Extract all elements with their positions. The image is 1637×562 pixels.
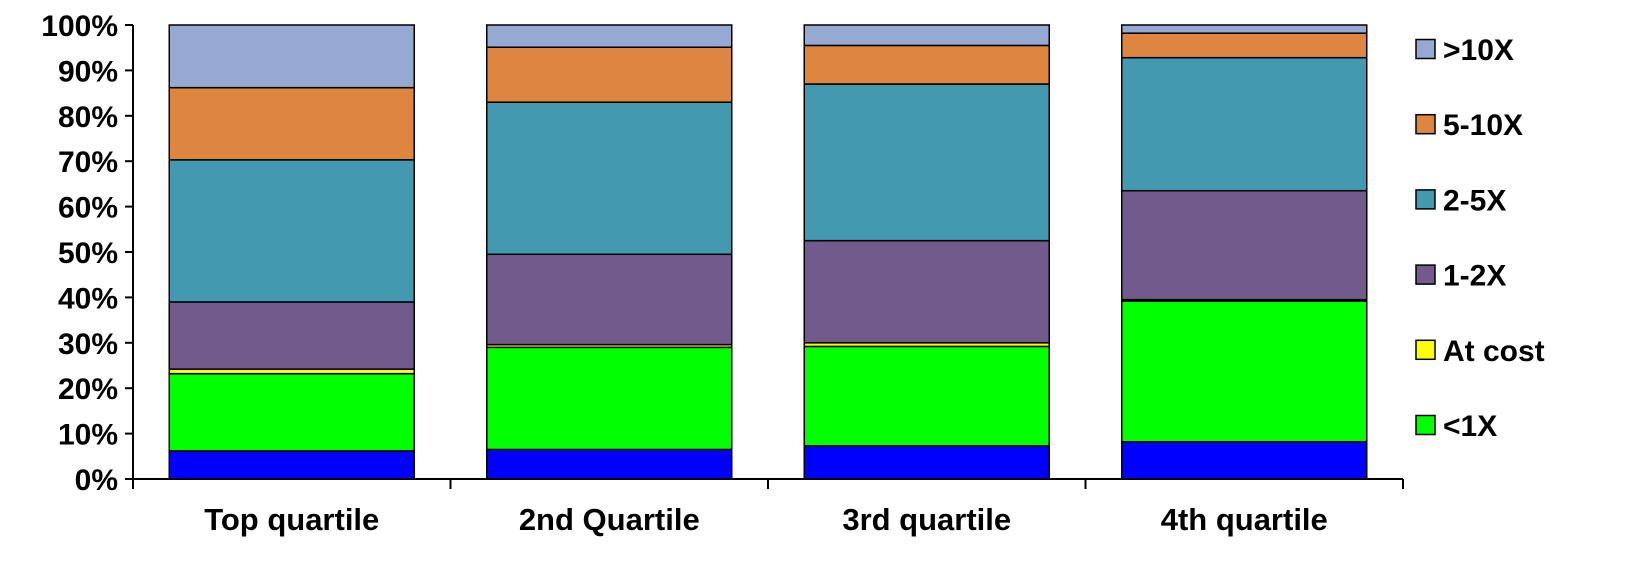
legend: >10X 5-10X 2-5X 1-2X At cost <1X — [1415, 34, 1545, 443]
y-tick-label: 40% — [58, 282, 118, 315]
bar-segment — [803, 445, 1050, 480]
bar-segment — [168, 24, 415, 89]
bar-segment — [803, 345, 1050, 447]
bar-segments — [168, 24, 1368, 480]
bar-segment — [1121, 56, 1368, 192]
legend-swatch — [1415, 113, 1436, 135]
x-category-label: 2nd Quartile — [519, 502, 700, 537]
y-tick-label: 60% — [58, 192, 118, 225]
bar-segment — [168, 450, 415, 480]
legend-label: At cost — [1443, 335, 1545, 368]
legend-label: >10X — [1443, 34, 1514, 67]
y-tick-label: 0% — [75, 464, 118, 497]
y-tick-label: 70% — [58, 146, 118, 179]
y-tick-label: 30% — [58, 328, 118, 361]
bar-segment — [803, 239, 1050, 344]
y-tick-label: 100% — [41, 10, 118, 43]
bar-segment — [1121, 189, 1368, 301]
bar-segment — [486, 46, 733, 103]
legend-label: 2-5X — [1443, 184, 1506, 217]
y-axis-ticks: 0% 10% 20% 30% 40% 50% 60% 70% 80% 90% 100% — [41, 10, 133, 497]
bar-segment — [168, 301, 415, 370]
x-category-label: Top quartile — [204, 502, 379, 537]
legend-swatch — [1415, 38, 1436, 60]
bar-segment — [803, 44, 1050, 85]
bar-segment — [1121, 441, 1368, 480]
legend-label: 5-10X — [1443, 109, 1523, 142]
y-tick-label: 20% — [58, 373, 118, 406]
bar-segment — [803, 83, 1050, 242]
bar-segment — [486, 24, 733, 48]
bar-segment — [486, 448, 733, 480]
x-category-label: 4th quartile — [1161, 502, 1328, 537]
x-category-label: 3rd quartile — [842, 502, 1011, 537]
legend-swatch — [1415, 264, 1436, 285]
legend-swatch — [1415, 339, 1436, 361]
bar-segment — [168, 372, 415, 452]
bar-segment — [168, 159, 415, 303]
y-tick-label: 50% — [58, 237, 118, 270]
y-tick-label: 80% — [58, 101, 118, 134]
legend-label: 1-2X — [1443, 260, 1506, 293]
bar-segment — [803, 24, 1050, 47]
bar-segment — [486, 253, 733, 346]
x-axis-ticks: Top quartile 2nd Quartile 3rd quartile 4th … — [132, 479, 1404, 537]
y-tick-label: 90% — [58, 55, 118, 88]
legend-swatch — [1415, 414, 1436, 436]
bar-segment — [1121, 24, 1368, 34]
legend-swatch — [1415, 189, 1436, 210]
bar-segment — [486, 101, 733, 256]
y-tick-label: 10% — [58, 419, 118, 452]
bar-segment — [168, 86, 415, 161]
bar-segment — [1121, 300, 1368, 443]
legend-label: <1X — [1443, 410, 1497, 443]
bar-segment — [1121, 32, 1368, 59]
bar-segment — [486, 346, 733, 451]
